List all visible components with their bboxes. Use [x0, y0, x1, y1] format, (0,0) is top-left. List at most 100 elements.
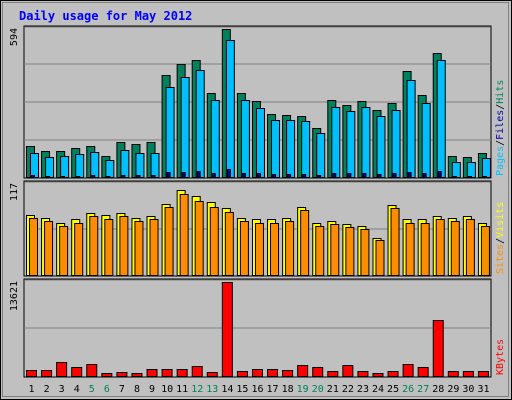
bar-files — [150, 153, 160, 178]
bar-sites — [465, 219, 475, 276]
bar-kbytes — [221, 282, 233, 377]
bar-files — [105, 160, 115, 178]
bar-files — [225, 40, 235, 178]
bar-sites — [119, 216, 129, 276]
bar-sites — [104, 219, 114, 276]
bar-kbytes — [477, 371, 489, 377]
legend: Sites/Visits — [495, 202, 506, 274]
bar-sites — [450, 221, 460, 276]
bar-pages — [136, 175, 141, 178]
x-tick-label: 5 — [89, 384, 95, 395]
bar-files — [90, 152, 100, 178]
bar-files — [75, 154, 85, 178]
bar-pages — [31, 175, 35, 178]
x-tick-label: 30 — [462, 384, 474, 395]
bar-kbytes — [267, 369, 279, 377]
bar-files — [210, 100, 220, 178]
x-tick-label: 7 — [119, 384, 125, 395]
bar-sites — [149, 219, 159, 276]
bar-kbytes — [56, 362, 68, 377]
y-axis-max-label: 117 — [9, 183, 20, 201]
bar-kbytes — [206, 372, 218, 377]
bar-files — [391, 110, 401, 178]
x-axis-tick-labels: 1 2 3 4 5 6 7 8 9 10 11 12 13 14 15 16 17 18 19 20 21 22 23 24 2… — [29, 384, 490, 395]
bar-sites — [390, 208, 400, 276]
bar-kbytes — [447, 371, 459, 377]
x-tick-label: 9 — [149, 384, 155, 395]
x-tick-label: 2 — [44, 384, 50, 395]
x-tick-label: 17 — [267, 384, 279, 395]
bar-pages — [272, 174, 277, 178]
x-tick-label: 15 — [236, 384, 248, 395]
bar-pages — [302, 174, 307, 178]
bar-sites — [315, 226, 325, 276]
bar-kbytes — [191, 366, 203, 377]
bar-pages — [452, 176, 457, 178]
bar-pages — [241, 173, 246, 178]
bar-pages — [76, 176, 81, 178]
bar-files — [331, 107, 341, 178]
bar-pages — [467, 176, 472, 178]
bar-files — [316, 133, 326, 178]
y-axis-max-label: 594 — [9, 28, 20, 46]
bar-files — [466, 162, 476, 178]
bar-kbytes — [26, 370, 37, 377]
bar-sites — [330, 224, 340, 276]
bar-sites — [360, 229, 370, 276]
bar-sites — [405, 223, 415, 276]
legend-separator: / — [495, 140, 506, 146]
bar-sites — [224, 212, 234, 276]
bar-kbytes — [357, 371, 369, 377]
bar-sites — [209, 207, 219, 276]
bar-kbytes — [387, 371, 399, 377]
x-tick-label: 23 — [357, 384, 369, 395]
bar-sites — [74, 223, 84, 276]
bar-pages — [287, 174, 292, 178]
bar-files — [376, 116, 386, 178]
bar-pages — [362, 173, 367, 178]
bar-files — [180, 77, 190, 178]
y-axis-max-label: 13621 — [9, 281, 20, 311]
bar-pages — [121, 175, 126, 178]
legend-sites: Sites — [495, 244, 506, 274]
bar-kbytes — [86, 364, 98, 377]
bar-files — [346, 111, 356, 178]
bar-kbytes — [297, 365, 309, 377]
x-tick-label: 4 — [74, 384, 80, 395]
bar-files — [45, 157, 55, 178]
bar-kbytes — [417, 367, 429, 377]
bar-kbytes — [236, 371, 248, 377]
bar-files — [481, 158, 491, 178]
x-tick-label: 20 — [312, 384, 324, 395]
bar-sites — [285, 221, 295, 276]
bar-sites — [300, 210, 310, 276]
bar-sites — [89, 216, 99, 276]
legend-separator: / — [495, 104, 506, 110]
bar-kbytes — [342, 365, 354, 377]
bar-kbytes — [312, 367, 324, 377]
chart-border-light — [2, 2, 509, 397]
bar-pages — [377, 174, 382, 178]
bar-pages — [482, 176, 487, 178]
bar-kbytes — [432, 320, 444, 377]
legend: KBytes — [495, 339, 506, 375]
bar-sites — [480, 226, 490, 276]
legend-kbytes: KBytes — [495, 339, 506, 375]
bar-pages — [437, 171, 442, 178]
bar-files — [271, 120, 281, 178]
bar-pages — [407, 172, 412, 178]
bar-sites — [345, 227, 355, 276]
x-tick-label: 22 — [342, 384, 354, 395]
bar-sites — [59, 226, 69, 276]
x-tick-label: 29 — [447, 384, 459, 395]
bar-kbytes — [372, 373, 384, 377]
bar-pages — [61, 176, 66, 178]
x-tick-label: 26 — [402, 384, 414, 395]
x-tick-label: 11 — [176, 384, 188, 395]
x-tick-label: 19 — [297, 384, 309, 395]
bar-pages — [211, 173, 216, 178]
x-tick-label: 8 — [134, 384, 140, 395]
bar-files — [30, 153, 39, 178]
x-tick-label: 16 — [251, 384, 263, 395]
